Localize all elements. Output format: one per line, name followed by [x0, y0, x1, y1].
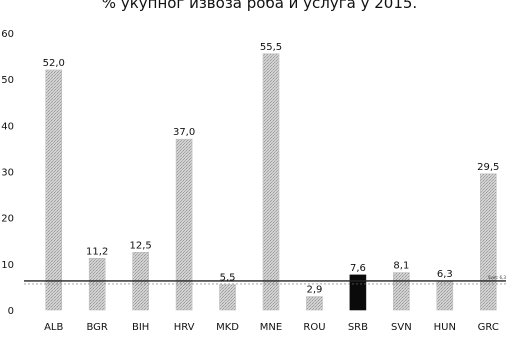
bar-alb: [45, 69, 63, 311]
data-label: 12,5: [130, 240, 152, 251]
y-tick-label: 20: [1, 214, 14, 225]
data-label: 29,5: [477, 162, 499, 173]
x-tick-label: SRB: [348, 322, 368, 333]
data-label: 8,1: [393, 261, 409, 272]
data-label: 11,2: [86, 246, 108, 257]
reference-line-label: Svet: 6,3: [488, 275, 506, 280]
data-label: 52,0: [43, 58, 65, 69]
x-tick-label: BIH: [132, 322, 149, 333]
data-label: 37,0: [173, 127, 195, 138]
y-tick-label: 30: [1, 168, 14, 179]
y-tick-label: 50: [1, 75, 14, 86]
bar-hun: [436, 280, 454, 311]
bar-grc: [479, 173, 497, 311]
x-tick-label: MKD: [216, 322, 239, 333]
chart-title: % укупног извоза роба и услуга у 2015.: [101, 0, 418, 12]
y-tick-label: 0: [8, 306, 14, 317]
bar-svn: [393, 272, 410, 311]
bar-hrv: [175, 138, 193, 311]
y-tick-label: 10: [1, 260, 14, 271]
data-label: 7,6: [350, 263, 366, 274]
bar-rou: [306, 296, 323, 311]
x-tick-label: ALB: [44, 322, 63, 333]
x-tick-label: MNE: [260, 322, 282, 333]
x-tick-label: HRV: [174, 322, 195, 333]
x-tick-label: ROU: [303, 322, 325, 333]
bar-srb: [349, 274, 367, 311]
data-label: 55,5: [260, 42, 282, 53]
bar-mkd: [219, 284, 236, 311]
data-label: 2,9: [307, 285, 323, 296]
x-tick-label: HUN: [434, 322, 456, 333]
x-tick-label: GRC: [478, 322, 499, 333]
data-label: 5,5: [220, 273, 236, 284]
data-label: 6,3: [437, 269, 453, 280]
y-tick-label: 60: [1, 29, 14, 40]
bar-mne: [262, 53, 280, 311]
x-tick-label: BGR: [86, 322, 107, 333]
x-tick-label: SVN: [391, 322, 412, 333]
y-tick-label: 40: [1, 121, 14, 132]
